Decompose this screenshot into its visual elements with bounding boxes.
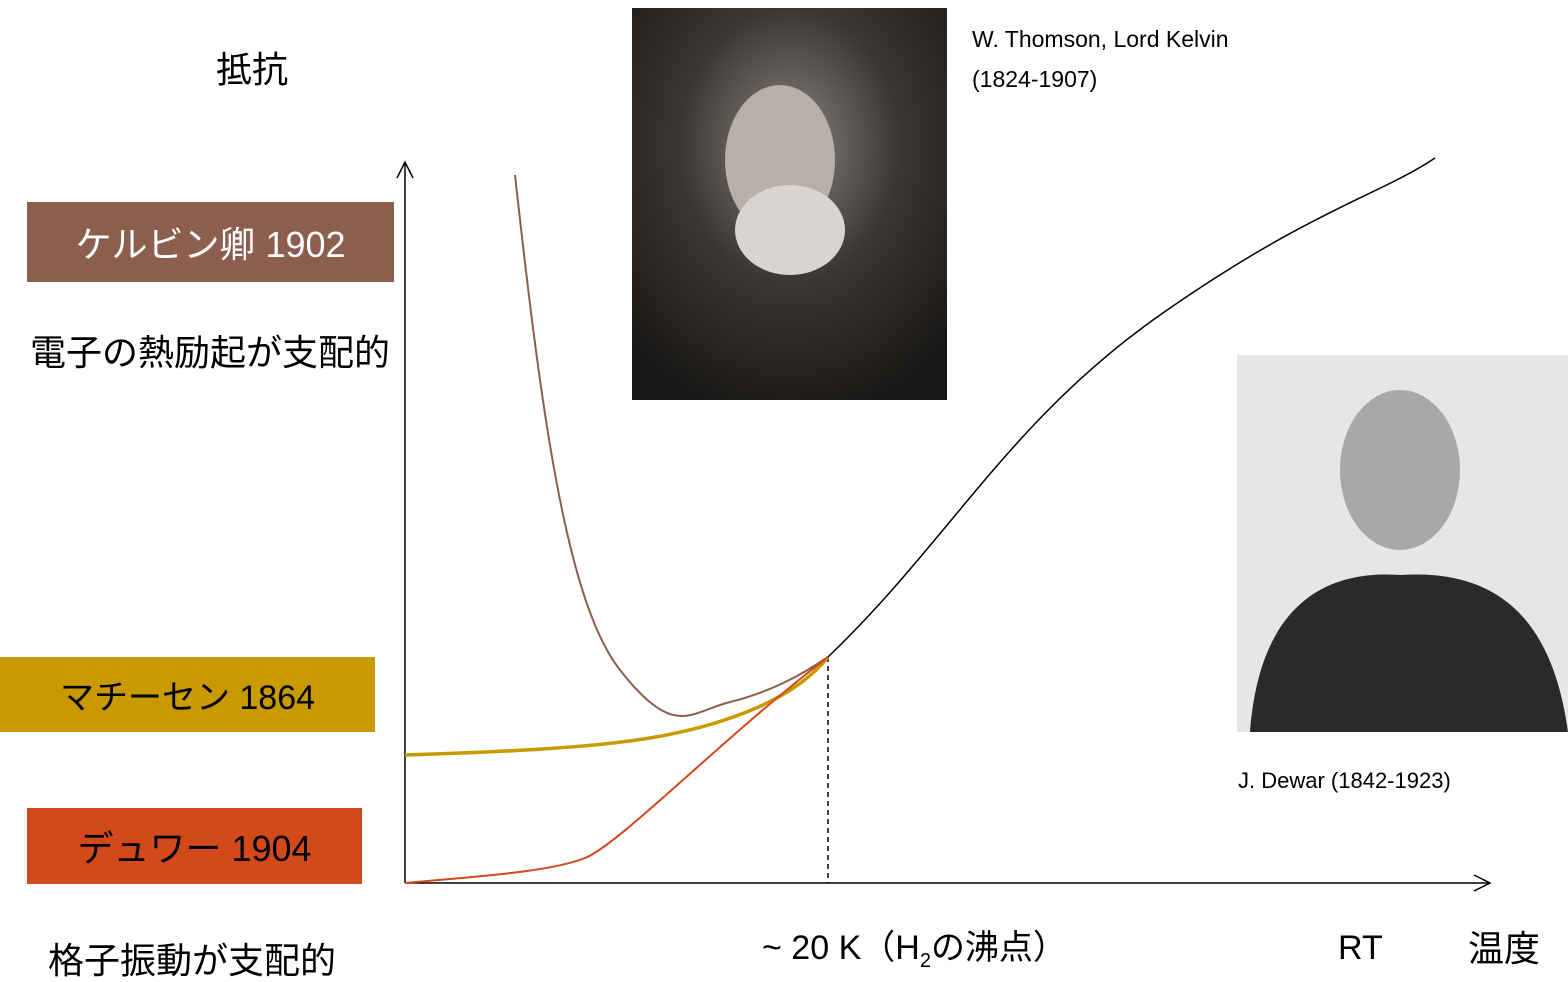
- x-axis-arrow: [1473, 874, 1492, 892]
- y-axis-arrow: [396, 160, 414, 179]
- dewar-face: [1340, 390, 1460, 550]
- photo-caption: W. Thomson, Lord Kelvin: [972, 26, 1229, 52]
- marker-label-text: ~ 20 K（H: [762, 929, 920, 967]
- kelvin-beard: [735, 185, 845, 275]
- x-axis-label: 温度: [1468, 928, 1541, 969]
- matthiessen-curve: [404, 655, 830, 757]
- photo-caption: (1824-1907): [972, 66, 1098, 92]
- photo-caption: J. Dewar (1842-1923): [1238, 768, 1451, 793]
- rt-label: RT: [1338, 929, 1383, 967]
- marker-label: ~ 20 K（H2の沸点）: [762, 931, 1067, 971]
- y-axis-label: 抵抗: [216, 49, 289, 90]
- kelvin-note: 電子の熱励起が支配的: [30, 332, 391, 373]
- marker-label-sub: 2: [919, 949, 931, 972]
- dewar-coat: [1250, 574, 1568, 732]
- dewar-note: 格子振動が支配的: [48, 940, 337, 981]
- dewar-curve: [404, 656, 829, 884]
- resistance-curve: [827, 157, 1436, 658]
- dewar-label: デュワー 1904: [27, 808, 362, 884]
- matthiessen-label: マチーセン 1864: [0, 657, 375, 732]
- kelvin-label: ケルビン卿 1902: [27, 202, 394, 282]
- marker-label-text: の沸点）: [930, 929, 1067, 967]
- kelvin-curve: [514, 174, 829, 717]
